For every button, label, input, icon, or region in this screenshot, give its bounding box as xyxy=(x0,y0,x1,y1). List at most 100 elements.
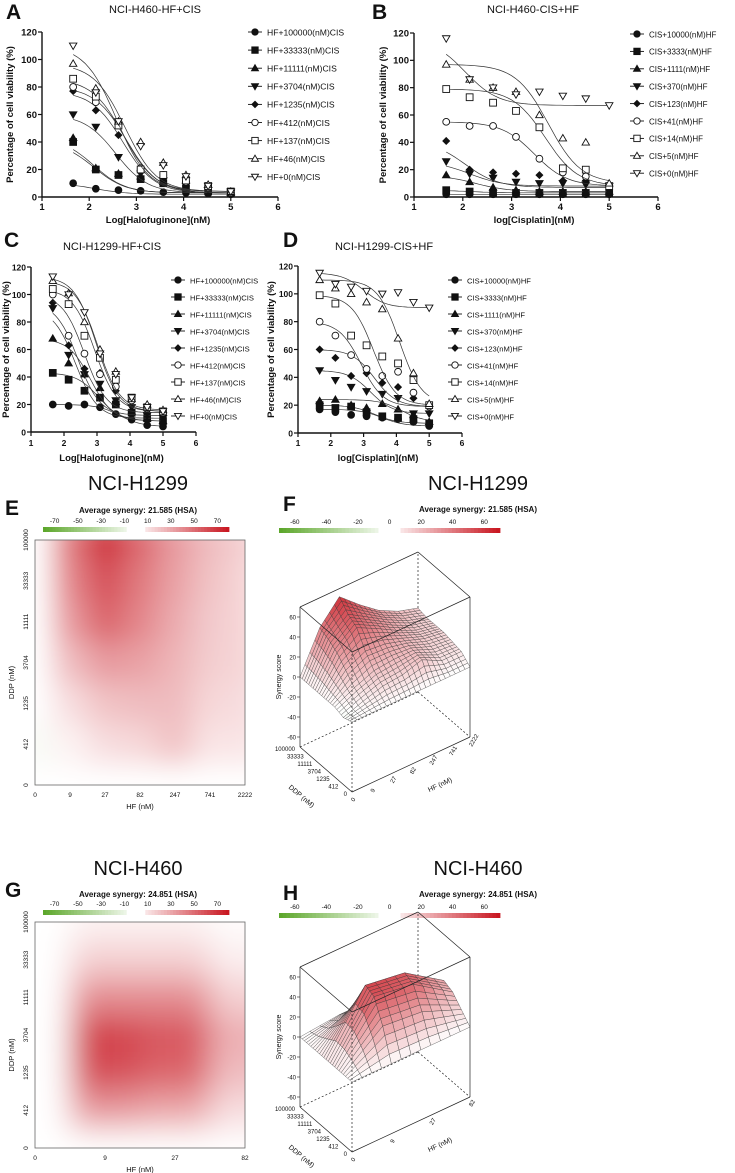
data-point xyxy=(64,291,74,300)
x-tick-label: 9 xyxy=(390,1138,397,1144)
y-axis-label: DDP (nM) xyxy=(287,1144,315,1169)
colorbar-segment xyxy=(185,527,190,532)
legend-marker xyxy=(250,154,260,162)
heatmap-cell xyxy=(227,540,245,561)
legend-marker xyxy=(450,412,460,421)
heatmap-cell xyxy=(140,1091,211,1130)
colorbar-segment xyxy=(492,528,497,533)
fit-curve xyxy=(446,165,610,187)
colorbar-tick-label: 60 xyxy=(481,519,489,526)
data-point xyxy=(394,383,403,392)
legend-label: HF+33333(nM)CIS xyxy=(267,45,340,55)
colorbar-segment xyxy=(437,528,442,533)
legend-marker xyxy=(451,378,459,386)
legend-label: HF+412(nM)CIS xyxy=(190,361,246,370)
colorbar-segment xyxy=(404,913,409,918)
colorbar-segment xyxy=(345,913,350,918)
data-point xyxy=(393,289,403,298)
y-tick-label: 0 xyxy=(32,192,37,203)
colorbar-segment xyxy=(441,528,446,533)
x-tick-label: 2222 xyxy=(469,733,481,748)
y-tick-label: 11111 xyxy=(23,613,30,630)
heatmap-cell xyxy=(192,764,228,785)
data-point xyxy=(441,59,451,68)
data-point xyxy=(79,317,89,326)
colorbar-segment xyxy=(481,528,486,533)
colorbar-segment xyxy=(363,528,368,533)
data-point xyxy=(394,359,402,368)
z-tick-label: 40 xyxy=(289,996,296,1002)
z-tick-label: 60 xyxy=(289,616,296,622)
data-point xyxy=(377,390,387,399)
data-point xyxy=(535,154,544,163)
data-point xyxy=(159,171,168,179)
colorbar-segment xyxy=(108,527,112,532)
colorbar-segment xyxy=(426,528,431,533)
data-point xyxy=(511,185,521,194)
colorbar-segment xyxy=(437,913,442,918)
colorbar-segment xyxy=(160,527,165,532)
surface-mesh xyxy=(299,596,471,723)
legend-marker xyxy=(633,30,641,38)
y-tick-label: 0 xyxy=(23,1146,30,1150)
data-point xyxy=(48,333,58,342)
colorbar-segment xyxy=(363,913,368,918)
z-tick-label: 60 xyxy=(289,976,296,982)
chart-subtitle: Average synergy: 24.851 (HSA) xyxy=(419,890,537,899)
legend-label: HF+1235(nM)CIS xyxy=(267,100,335,110)
colorbar-segment xyxy=(452,528,457,533)
chart-H: NCI-H460 Average synergy: 24.851 (HSA) -60… xyxy=(275,858,537,1169)
legend-marker xyxy=(632,83,642,91)
data-point xyxy=(465,177,475,186)
fit-curve xyxy=(446,177,610,192)
data-point xyxy=(465,187,474,196)
data-point xyxy=(64,351,74,360)
colorbar-segment xyxy=(132,527,137,532)
data-point xyxy=(95,350,105,359)
x-tick-label: 82 xyxy=(241,1155,249,1162)
y-tick-label: 120 xyxy=(393,28,409,39)
colorbar-segment xyxy=(315,528,320,533)
surface-cell xyxy=(349,717,358,723)
legend-label: CIS+10000(nM)HF xyxy=(467,276,531,285)
series-HF+137(nM)CIS xyxy=(48,285,167,416)
colorbar-segment xyxy=(470,528,475,533)
colorbar-segment xyxy=(74,527,78,532)
data-point xyxy=(488,84,498,93)
y-tick-label: 60 xyxy=(284,345,294,355)
data-point xyxy=(558,92,568,101)
heatmap-area xyxy=(35,922,245,1148)
colorbar-segment xyxy=(188,527,193,532)
x-tick-label: 2 xyxy=(62,438,67,448)
colorbar-segment xyxy=(210,527,214,532)
colorbar-segment xyxy=(64,910,69,915)
x-axis-label: Log[Halofuginone](nM) xyxy=(106,215,210,226)
colorbar-segment xyxy=(58,527,62,532)
chart-title: NCI-H460 xyxy=(94,858,183,880)
heatmap-cell xyxy=(192,682,228,725)
x-tick-label: 5 xyxy=(427,438,432,448)
series-CIS+14(nM)HF xyxy=(442,85,614,190)
chart-subtitle: Average synergy: 24.851 (HSA) xyxy=(79,890,197,899)
legend-label: CIS+41(nM)HF xyxy=(467,361,519,370)
heatmap-cell xyxy=(157,560,193,602)
data-point xyxy=(346,283,356,292)
data-point xyxy=(465,93,474,102)
colorbar-segment xyxy=(348,913,354,918)
y-tick-label: 60 xyxy=(17,345,27,355)
colorbar-segment xyxy=(356,528,361,533)
colorbar-segment xyxy=(123,527,128,532)
x-tick-label: 247 xyxy=(170,792,181,799)
data-point xyxy=(331,404,340,412)
heatmap-cell xyxy=(140,922,211,942)
data-point xyxy=(558,133,568,142)
colorbar-segment xyxy=(145,527,149,532)
heatmap-cell xyxy=(35,682,53,725)
data-point xyxy=(408,299,418,307)
legend-label: CIS+3333(nM)HF xyxy=(649,48,712,57)
legend-marker xyxy=(174,378,182,386)
z-tick-label: 20 xyxy=(289,656,296,662)
colorbar-segment xyxy=(422,528,427,533)
colorbar-segment xyxy=(52,910,56,915)
colorbar-segment xyxy=(111,527,115,532)
